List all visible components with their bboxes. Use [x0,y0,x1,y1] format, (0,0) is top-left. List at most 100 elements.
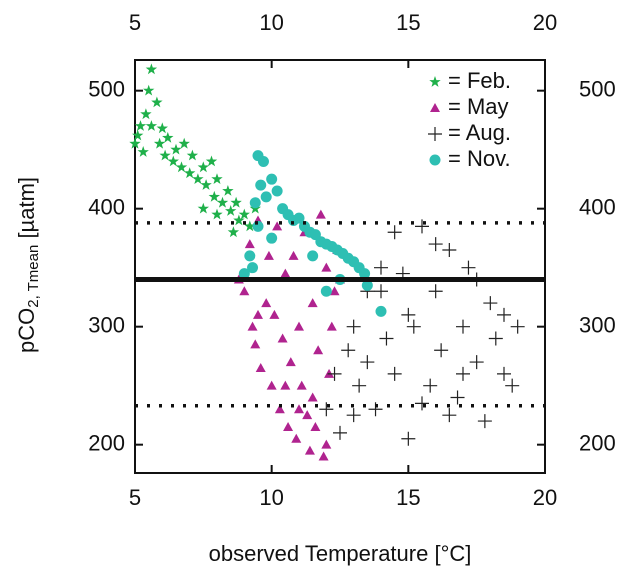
point [269,309,280,319]
point [253,309,263,319]
point [326,321,337,331]
point [283,421,294,431]
point [374,260,388,275]
point [307,392,318,402]
point [239,286,250,296]
point [313,345,324,355]
point [320,285,332,297]
point [497,366,511,381]
point [272,221,283,231]
y-right-tick-label: 200 [579,430,616,455]
point [428,284,443,299]
plot-frame [134,59,546,474]
point [293,212,305,224]
point [510,319,525,334]
legend-marker [428,127,442,141]
point [329,286,340,296]
point [255,362,266,372]
point [456,366,470,381]
legend-marker [429,154,441,166]
point [255,179,267,191]
point [387,225,402,240]
point [153,137,166,149]
point [261,298,272,308]
point [205,155,218,167]
point [178,137,190,149]
point [360,355,375,370]
point [359,268,371,280]
point [233,214,245,226]
point [266,232,278,244]
y-right-tick-label: 400 [579,194,616,219]
point [341,343,356,358]
point [304,445,315,455]
point [280,380,291,390]
point [327,366,342,381]
point [143,84,155,96]
point [321,439,332,449]
point [488,331,503,346]
point [285,357,296,367]
point [156,122,168,134]
point [375,305,387,317]
point [318,451,329,461]
point [266,380,277,390]
point [294,321,304,331]
point [159,149,171,161]
point [238,268,250,280]
legend-label: = Feb. [448,68,511,93]
point [428,237,443,252]
x-top-tick-label: 20 [533,10,557,35]
y-right-tick-label: 300 [579,312,616,337]
y-axis-label: pCO2, Tmean [µatm] [14,177,42,353]
point [497,307,511,322]
point [247,262,259,274]
point [379,331,394,346]
point [302,410,313,420]
point [361,279,373,291]
point [307,298,318,308]
point [307,250,319,262]
point [145,63,158,75]
point [167,155,179,167]
point [456,319,470,334]
point [140,108,152,120]
point [450,390,465,405]
legend-label: = May [448,94,509,119]
point [134,120,147,131]
legend-label: = Nov. [448,146,511,171]
point [288,250,299,260]
point [294,404,304,414]
point [227,226,240,238]
point [505,378,520,393]
point [415,396,429,411]
point [277,333,288,343]
point [374,284,388,299]
point [192,173,204,184]
point [200,179,212,190]
point [291,433,302,443]
point [132,129,144,141]
point [280,268,291,278]
point [406,319,421,334]
point [211,173,223,184]
point [271,185,283,197]
point [244,250,256,262]
point [247,321,258,331]
point [296,380,307,390]
point [477,414,492,429]
point [216,196,229,208]
point [434,343,449,358]
point [197,161,209,173]
point [186,149,199,161]
point [346,408,361,423]
point [197,202,209,214]
x-top-tick-label: 10 [259,10,283,35]
point [137,146,149,157]
point [274,404,285,414]
point [230,196,242,208]
point [170,143,182,155]
x-tick-label: 10 [259,485,283,510]
x-top-tick-label: 15 [396,10,420,35]
point [469,355,484,370]
